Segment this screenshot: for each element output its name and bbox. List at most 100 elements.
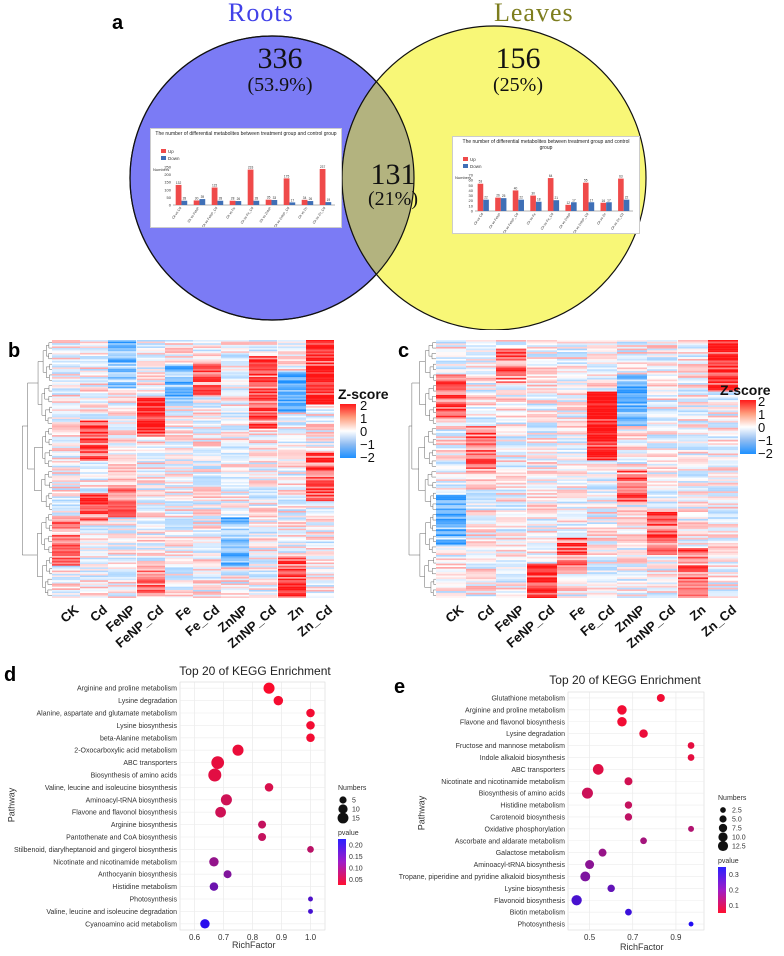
heatmap-b-cell: [164, 417, 194, 420]
heatmap-c-cell: [617, 444, 648, 447]
heatmap-c-cell: [617, 580, 648, 583]
heatmap-c-cell: [707, 381, 739, 384]
heatmap-b-cell: [193, 475, 222, 478]
heatmap-b-cell: [221, 517, 250, 520]
heatmap-c-cell: [556, 376, 588, 378]
heatmap-c-dendrogram-branch: [429, 409, 434, 421]
heatmap-c-cell: [707, 424, 739, 427]
heatmap-c-cell: [436, 515, 467, 518]
heatmap-c-cell: [556, 341, 588, 344]
heatmap-c-cell: [647, 427, 678, 430]
heatmap-b-cell: [249, 517, 278, 520]
heatmap-c-cell: [647, 503, 678, 506]
heatmap-b-cell: [221, 375, 250, 378]
heatmap-c-cell: [617, 503, 648, 506]
heatmap-c-cell: [496, 444, 527, 447]
heatmap-c-cell: [707, 350, 739, 353]
heatmap-c-cell: [647, 431, 678, 433]
heatmap-c-cell: [496, 462, 527, 464]
heatmap-b-cell: [193, 388, 222, 391]
heatmap-b-cell: [164, 394, 194, 397]
kegg-e-size-legend-dot: [719, 815, 727, 823]
heatmap-b-cell: [249, 465, 278, 468]
heatmap-c-cell: [466, 438, 497, 440]
heatmap-b-cell: [136, 491, 165, 494]
heatmap-c-cell: [677, 573, 708, 576]
heatmap-b-cell: [277, 489, 306, 492]
heatmap-b-cell: [52, 583, 81, 586]
kegg-d-point: [306, 708, 315, 718]
heatmap-b-cell: [108, 341, 137, 344]
heatmap-c-cell: [556, 560, 588, 562]
heatmap-b-cell: [52, 396, 81, 399]
heatmap-b-cell: [52, 377, 81, 379]
heatmap-b-cell: [52, 552, 81, 555]
heatmap-c-cell: [647, 553, 678, 556]
heatmap-b-cell: [193, 409, 222, 412]
heatmap-b-cell: [249, 389, 278, 392]
heatmap-c-cell: [436, 381, 467, 384]
heatmap-c-cell: [466, 546, 497, 549]
heatmap-b-cell: [136, 448, 165, 450]
heatmap-c-cell: [707, 572, 739, 575]
heatmap-c-cell: [707, 477, 739, 480]
heatmap-c-cell: [466, 379, 497, 382]
heatmap-c-cell: [677, 350, 708, 353]
heatmap-c-cell: [617, 530, 648, 533]
heatmap-b-cell: [52, 425, 81, 428]
heatmap-c-dendrogram-branch: [424, 565, 431, 588]
leaves-inset-ytick: 70: [469, 173, 474, 178]
heatmap-c-cell: [556, 515, 588, 518]
heatmap-c-cell: [496, 364, 527, 366]
heatmap-b-cell: [52, 502, 81, 505]
heatmap-b-cell: [108, 367, 137, 370]
heatmap-b-cell: [52, 525, 81, 528]
heatmap-b-cell: [249, 565, 278, 568]
heatmap-b-cell: [193, 525, 222, 528]
leaves-inset-bar-up: [495, 197, 501, 211]
heatmap-c-cell: [496, 539, 527, 542]
heatmap-b-cell: [305, 469, 335, 471]
heatmap-c-cell: [587, 567, 618, 569]
heatmap-c-cell: [526, 446, 557, 449]
heatmap-c-cell: [496, 396, 527, 399]
heatmap-c-cell: [436, 568, 467, 571]
heatmap-c-cell: [707, 544, 739, 547]
heatmap-b-cell: [52, 369, 81, 371]
heatmap-b-cell: [136, 346, 165, 349]
heatmap-c-cell: [617, 455, 648, 458]
kegg-d-color-legend-title: pvalue: [338, 830, 359, 837]
heatmap-c-cell: [647, 424, 678, 427]
heatmap-c-cell: [707, 353, 739, 356]
heatmap-c-cell: [617, 532, 648, 535]
heatmap-b-cell: [108, 580, 137, 582]
heatmap-c-cell: [707, 510, 739, 513]
heatmap-c-cell: [647, 570, 678, 573]
heatmap-b-column: [108, 340, 137, 599]
heatmap-b-column-cells: [136, 340, 165, 599]
heatmap-c-cell: [436, 426, 467, 428]
heatmap-b-column: [80, 340, 109, 599]
heatmap-c-cell: [556, 522, 588, 525]
heatmap-b-cell: [193, 430, 222, 432]
heatmap-b-cell: [221, 360, 250, 363]
heatmap-b-cell: [80, 422, 109, 424]
heatmap-c-cell: [436, 432, 467, 435]
heatmap-b-cell: [193, 546, 222, 549]
heatmap-b-cell: [277, 428, 306, 431]
heatmap-b-cell: [221, 564, 250, 566]
heatmap-b-cell: [164, 581, 194, 584]
heatmap-b-column-cells: [305, 340, 335, 599]
heatmap-b-cell: [221, 541, 250, 544]
heatmap-c-cell: [617, 386, 648, 389]
heatmap-c-cell: [526, 412, 557, 415]
heatmap-b-dendrogram-branch: [34, 447, 43, 491]
heatmap-c-cell: [617, 379, 648, 382]
heatmap-c-cell: [707, 388, 739, 390]
heatmap-b-cell: [80, 528, 109, 531]
heatmap-b-cell: [136, 522, 165, 524]
heatmap-c-cell: [677, 572, 708, 575]
roots-inset-ytick: 100: [164, 187, 171, 192]
heatmap-c-cell: [526, 489, 557, 492]
heatmap-c-cell: [587, 355, 618, 358]
